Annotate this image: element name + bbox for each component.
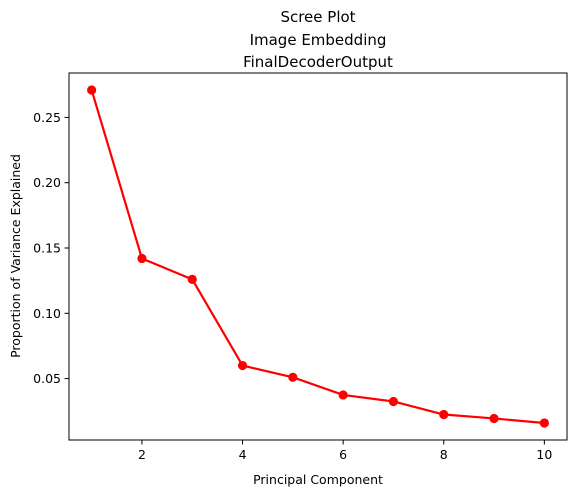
series-layer bbox=[87, 85, 549, 428]
data-point bbox=[539, 418, 549, 428]
y-tick-label: 0.05 bbox=[33, 371, 61, 386]
y-tick-label: 0.25 bbox=[33, 110, 61, 125]
data-point bbox=[137, 253, 147, 264]
data-point bbox=[388, 396, 399, 407]
data-point bbox=[489, 413, 499, 424]
y-tick-label: 0.15 bbox=[33, 241, 61, 256]
data-point bbox=[338, 390, 348, 400]
data-point bbox=[288, 372, 298, 382]
x-tick-label: 6 bbox=[339, 447, 347, 462]
y-axis: 0.05 0.10 0.15 0.20 0.25 bbox=[33, 110, 69, 386]
x-tick-label: 4 bbox=[239, 447, 247, 462]
x-axis-label: Principal Component bbox=[253, 472, 383, 487]
x-tick-label: 8 bbox=[440, 447, 448, 462]
series-line bbox=[90, 89, 545, 425]
y-axis-label: Proportion of Variance Explained bbox=[8, 154, 23, 358]
plot-frame bbox=[68, 72, 568, 441]
title-line-2: Image Embedding bbox=[250, 31, 387, 49]
data-point bbox=[439, 409, 449, 420]
data-point bbox=[87, 85, 97, 95]
title-line-3: FinalDecoderOutput bbox=[243, 53, 393, 71]
x-tick-label: 10 bbox=[536, 447, 552, 462]
x-tick-label: 2 bbox=[138, 447, 146, 462]
title-line-1: Scree Plot bbox=[280, 8, 355, 26]
data-point bbox=[187, 274, 197, 284]
x-axis: 2 4 6 8 10 bbox=[138, 440, 552, 462]
y-tick-label: 0.20 bbox=[33, 175, 61, 190]
chart-title: Scree Plot Image Embedding FinalDecoderO… bbox=[243, 8, 393, 71]
data-point bbox=[237, 360, 248, 371]
y-tick-label: 0.10 bbox=[33, 306, 61, 321]
